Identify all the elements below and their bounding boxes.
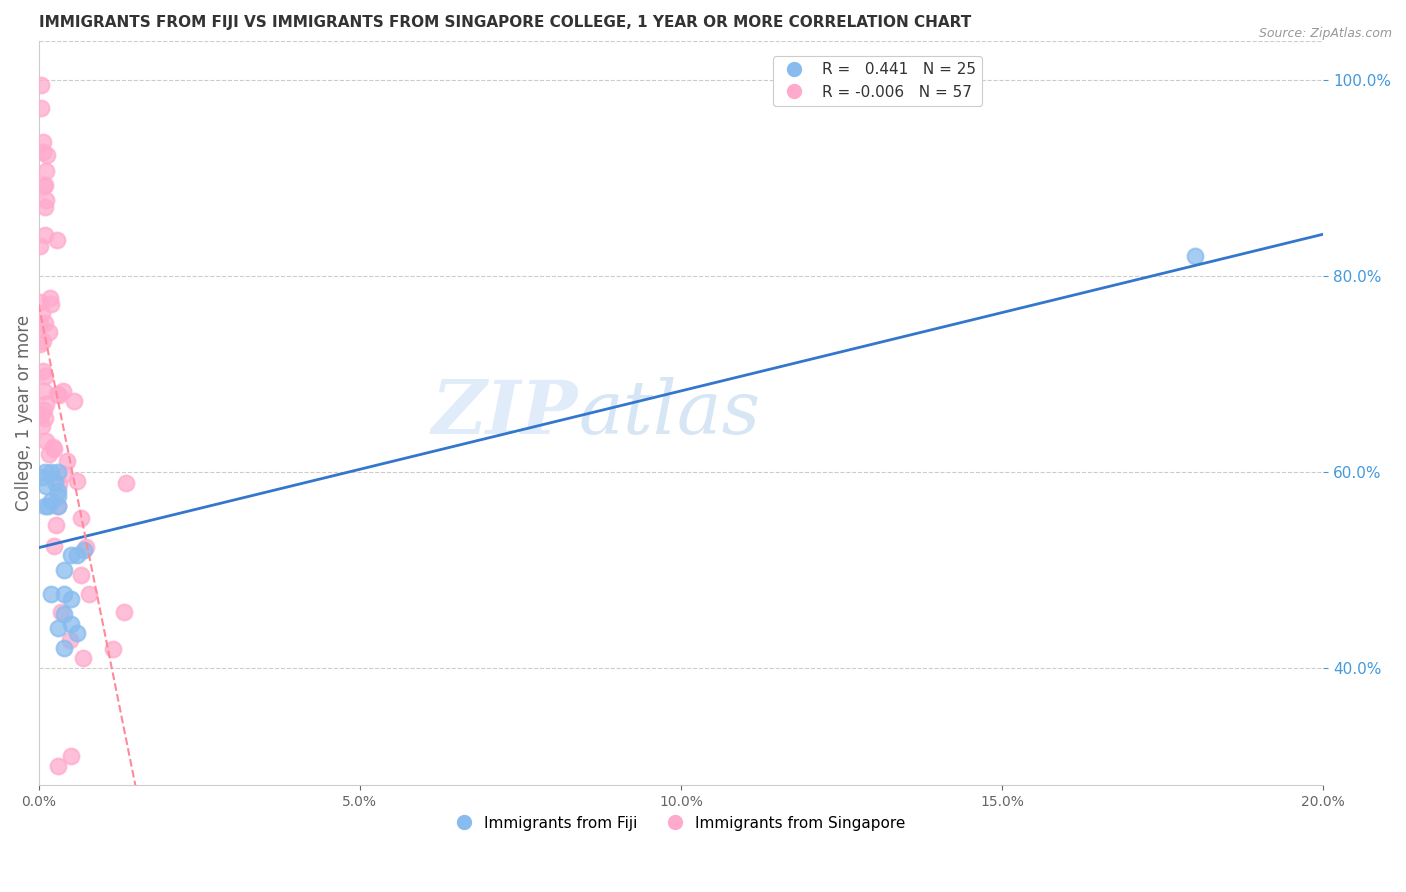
Point xyxy=(49,605,72,619)
Point xyxy=(55,454,77,468)
Point xyxy=(31,334,53,348)
Point xyxy=(34,227,56,242)
Point xyxy=(114,605,136,619)
Point xyxy=(44,475,66,489)
Point xyxy=(42,440,65,454)
Point xyxy=(35,397,58,411)
Point xyxy=(66,474,89,488)
Point xyxy=(30,101,52,115)
Point xyxy=(34,499,56,513)
Point xyxy=(48,388,70,402)
Point xyxy=(28,337,51,351)
Point xyxy=(101,641,124,656)
Point xyxy=(34,369,56,384)
Point xyxy=(45,518,67,533)
Point xyxy=(31,306,53,320)
Point xyxy=(30,409,52,423)
Point xyxy=(53,640,76,655)
Point xyxy=(59,592,82,607)
Point xyxy=(30,318,52,332)
Point xyxy=(34,200,56,214)
Point xyxy=(66,548,89,562)
Point xyxy=(115,475,138,490)
Point xyxy=(46,499,69,513)
Point xyxy=(52,384,75,399)
Point xyxy=(72,543,94,558)
Text: Source: ZipAtlas.com: Source: ZipAtlas.com xyxy=(1258,27,1392,40)
Point xyxy=(32,403,55,417)
Point xyxy=(42,442,65,456)
Point xyxy=(46,484,69,499)
Point xyxy=(53,563,76,577)
Point xyxy=(46,233,69,247)
Point xyxy=(34,178,56,193)
Point xyxy=(46,622,69,636)
Point xyxy=(66,626,89,640)
Point xyxy=(46,489,69,503)
Point xyxy=(48,476,70,491)
Point xyxy=(31,469,53,483)
Legend: Immigrants from Fiji, Immigrants from Singapore: Immigrants from Fiji, Immigrants from Si… xyxy=(450,810,911,837)
Point xyxy=(59,748,82,763)
Point xyxy=(30,78,52,92)
Point xyxy=(30,294,52,309)
Point xyxy=(38,447,60,461)
Point xyxy=(34,316,56,330)
Point xyxy=(31,364,53,378)
Point xyxy=(1184,249,1206,263)
Point xyxy=(41,587,63,601)
Point xyxy=(70,511,93,525)
Point xyxy=(42,539,65,553)
Point xyxy=(46,758,69,772)
Point xyxy=(37,499,59,513)
Point xyxy=(34,410,56,425)
Point xyxy=(32,384,55,399)
Point xyxy=(46,387,69,401)
Point xyxy=(34,164,56,178)
Point xyxy=(41,494,63,508)
Point xyxy=(37,148,59,162)
Point xyxy=(72,651,94,665)
Point xyxy=(32,145,55,159)
Point xyxy=(35,193,58,207)
Point xyxy=(75,540,97,554)
Point xyxy=(38,291,60,305)
Text: IMMIGRANTS FROM FIJI VS IMMIGRANTS FROM SINGAPORE COLLEGE, 1 YEAR OR MORE CORREL: IMMIGRANTS FROM FIJI VS IMMIGRANTS FROM … xyxy=(38,15,970,30)
Point xyxy=(39,297,62,311)
Point xyxy=(34,178,56,193)
Y-axis label: College, 1 year or more: College, 1 year or more xyxy=(15,315,32,511)
Point xyxy=(79,587,101,601)
Point xyxy=(34,465,56,479)
Point xyxy=(38,326,60,340)
Point xyxy=(59,548,82,562)
Point xyxy=(53,467,76,481)
Text: atlas: atlas xyxy=(578,376,761,450)
Point xyxy=(41,465,63,479)
Point xyxy=(31,419,53,434)
Point xyxy=(69,568,91,582)
Point xyxy=(53,607,76,621)
Point xyxy=(35,479,58,493)
Point xyxy=(58,632,80,647)
Point xyxy=(46,499,69,513)
Point xyxy=(59,616,82,631)
Point xyxy=(63,394,86,409)
Point xyxy=(32,135,55,149)
Text: ZIP: ZIP xyxy=(432,376,578,450)
Point xyxy=(35,434,58,448)
Point xyxy=(28,238,51,252)
Point xyxy=(46,465,69,479)
Point xyxy=(53,587,76,601)
